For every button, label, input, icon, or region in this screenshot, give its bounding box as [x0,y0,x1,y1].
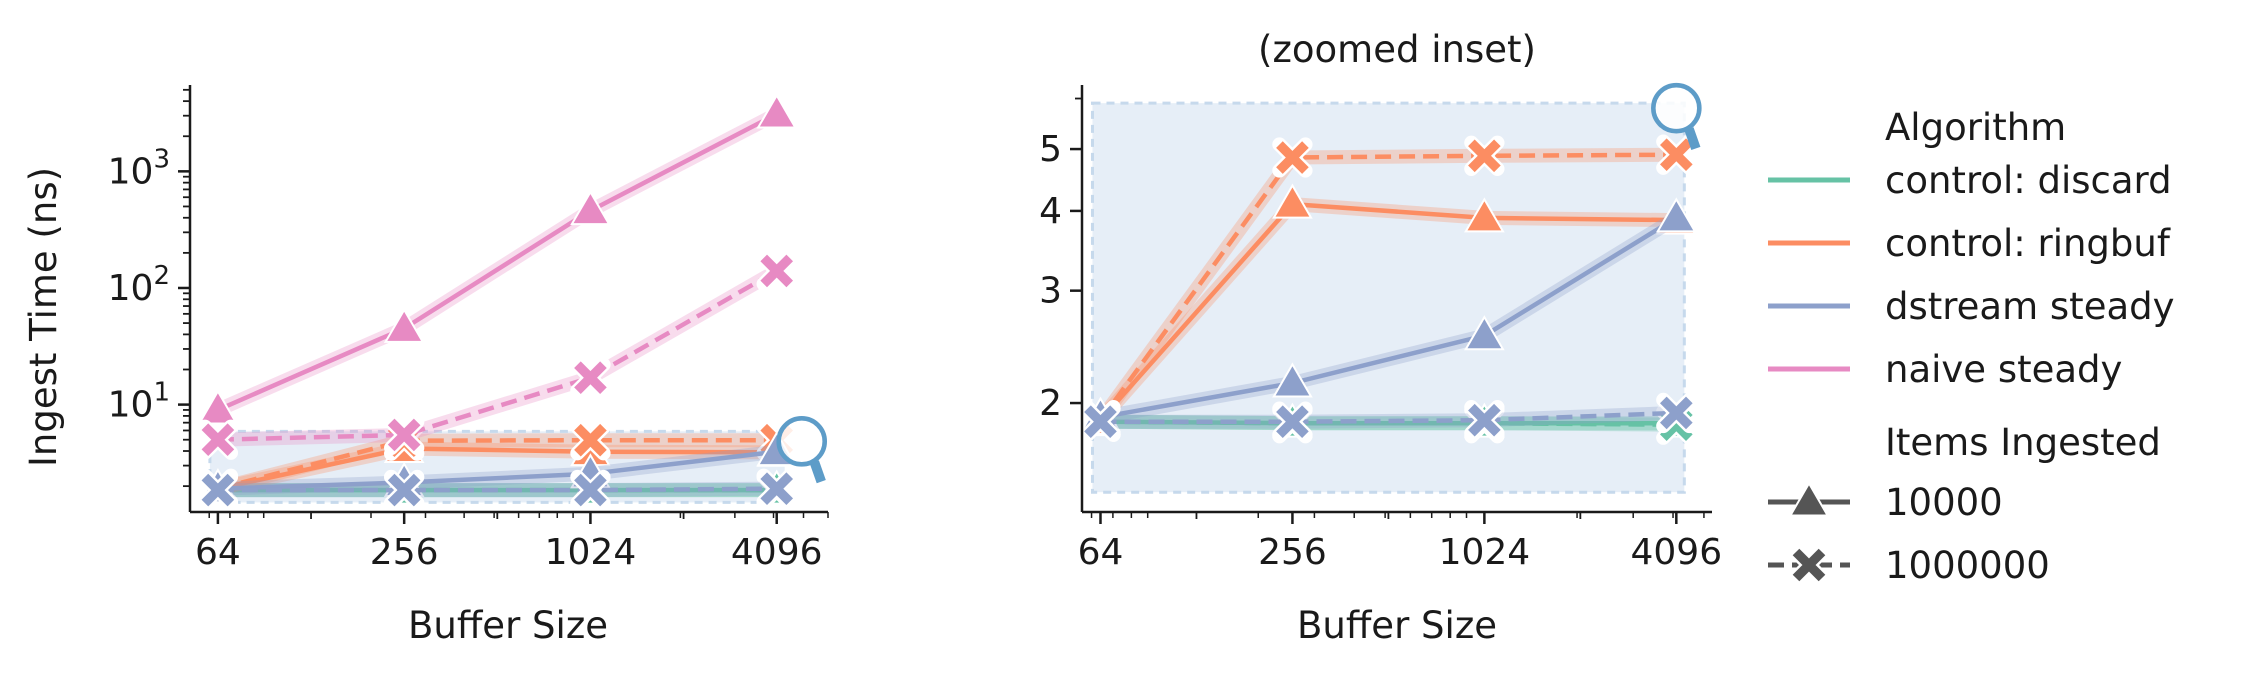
data-point-x [1656,134,1697,175]
x-axis: 64 256 1024 4096 [190,510,829,573]
x-axis-label: Buffer Size [1297,604,1497,647]
y-axis-label: Ingest Time (ns) [22,167,65,467]
data-point-x [384,414,425,456]
x-tick-label: 64 [195,532,241,573]
y-tick-label: 3 [1039,271,1062,312]
data-point-triangle [1272,183,1313,219]
legend-items: 10000 1000000 [1768,481,2050,587]
y-axis: 101 102 103 [108,85,192,512]
series-line [217,268,778,442]
data-point-x [1272,401,1313,442]
series-dstream-steady-1000000 [197,468,797,511]
series-line [1100,419,1677,426]
legend-marker-triangle [1788,481,1830,517]
series-band [217,264,781,447]
series-line [217,437,777,491]
series-group [1080,82,1702,445]
series-naive-steady-10000 [197,93,798,425]
data-point-x [1080,401,1121,442]
data-point-x [197,469,239,511]
data-point-x [570,357,611,398]
x-tick-label: 1024 [1439,532,1531,573]
legend-label: 1000000 [1885,544,2050,587]
series-line [216,112,778,412]
y-tick-label: 2 [1039,383,1062,424]
series-dstream-steady-1000000 [1080,392,1697,442]
data-point-x [1464,400,1505,441]
data-point-triangle [1655,197,1697,233]
y-tick-label: 103 [108,144,170,192]
data-point-x [570,469,611,511]
x-tick-label: 1024 [545,532,637,573]
data-point-triangle [1272,362,1313,398]
series-line [217,486,777,493]
x-axis-label: Buffer Size [408,604,608,647]
legend-label: control: discard [1885,159,2172,202]
x-tick-label: 4096 [1631,532,1723,573]
legend-title-items: Items Ingested [1885,421,2161,464]
panel-right: 2 3 4 5 64 256 1024 4096 Buffer Size (zoomed i… [1039,28,1722,647]
series-group [197,93,828,511]
series-line [1100,215,1678,420]
data-point-triangle [1464,315,1505,351]
x-axis: 64 256 1024 4096 [1078,510,1723,573]
chart-title: (zoomed inset) [1258,28,1536,71]
data-point-triangle [197,389,239,425]
y-tick-label: 4 [1039,191,1062,232]
x-tick-label: 256 [1258,532,1327,573]
magnifier-icon [776,416,828,484]
data-point-triangle [383,307,425,343]
x-tick-label: 4096 [731,532,823,573]
legend-label: dstream steady [1885,285,2175,328]
data-point-x [570,420,611,461]
series-line [217,449,777,491]
series-line [1098,201,1677,422]
y-tick-label: 101 [108,378,170,426]
legend-algorithms: control: discard control: ringbuf dstream … [1768,159,2175,391]
data-point-x [756,468,797,509]
series-band [1100,405,1677,429]
series-line [217,446,777,491]
series-line [1098,152,1677,422]
data-point-triangle [570,190,611,226]
y-axis: 2 3 4 5 [1039,85,1084,512]
legend-label: control: ringbuf [1885,222,2171,265]
legend: Algorithm control: discard control: ringb… [1768,106,2175,587]
panel-left: 101 102 103 64 256 1024 4096 Buffer Size Inge… [22,85,829,647]
data-point-triangle [756,93,798,129]
magnifier-icon [1651,82,1702,151]
data-point-x [1272,137,1313,178]
legend-marker-x [1788,544,1830,586]
x-tick-label: 256 [370,532,439,573]
data-point-x [1464,135,1505,176]
data-point-x [197,419,239,460]
y-tick-label: 102 [108,261,170,309]
series-naive-steady-1000000 [197,250,797,460]
series-band [1100,414,1677,432]
data-point-triangle [1464,197,1505,233]
legend-label: 10000 [1885,481,2003,524]
data-point-x [384,469,425,511]
legend-title-algorithm: Algorithm [1885,106,2066,149]
x-tick-label: 64 [1078,532,1124,573]
legend-label: naive steady [1885,348,2122,391]
data-point-x [1656,392,1697,434]
data-point-x [756,250,797,292]
y-tick-label: 5 [1039,129,1062,170]
